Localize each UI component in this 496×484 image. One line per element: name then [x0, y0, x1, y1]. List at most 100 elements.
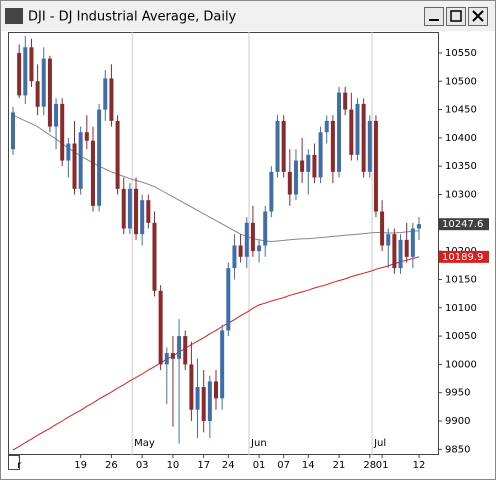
y-tick-label: 10450 [445, 105, 477, 116]
candle-body [269, 171, 274, 212]
candle-body [109, 78, 114, 121]
y-tick-label: 9950 [445, 388, 470, 399]
candle-body [66, 143, 71, 161]
x-tick-label: 03 [136, 460, 149, 471]
y-tick-label: 10150 [445, 274, 477, 285]
x-tick-label: 07 [277, 460, 290, 471]
candle-body [41, 58, 46, 107]
app-icon [5, 8, 23, 24]
candle-body [134, 188, 139, 235]
y-tick-label: 10100 [445, 303, 477, 314]
window-title: DJI - DJ Industrial Average, Daily [28, 10, 237, 25]
x-tick-label: r [17, 460, 22, 471]
y-tick-label: 10000 [445, 359, 477, 370]
x-tick-label: 24 [222, 460, 235, 471]
candle-body [355, 103, 360, 155]
last-price-label: 10247.6 [442, 219, 483, 230]
candle-body [367, 120, 372, 172]
candle-body [60, 103, 65, 161]
candle-body [72, 143, 77, 189]
last-price-box [439, 218, 489, 231]
candle-body [250, 222, 255, 252]
candle-body [380, 211, 385, 246]
moving-average-line [12, 256, 420, 451]
x-tick-label: 01 [253, 460, 266, 471]
candle-body [312, 154, 317, 178]
candle-body [78, 132, 83, 189]
candle-body [343, 92, 348, 110]
candle-body [84, 132, 89, 141]
candle-body [17, 52, 22, 96]
title-bar [1, 1, 495, 31]
minimize-button[interactable] [424, 7, 444, 26]
candle-body [293, 160, 298, 195]
candle-body [29, 47, 34, 82]
y-tick-label: 9850 [445, 444, 470, 455]
candle-body [158, 290, 163, 365]
candle-body [306, 154, 311, 172]
y-tick-label: 9900 [445, 416, 470, 427]
candle-body [349, 109, 354, 155]
candle-body [97, 109, 102, 206]
candle-body [195, 387, 200, 410]
candle-body [257, 245, 262, 252]
candle-body [201, 387, 206, 422]
y-tick-label: 10400 [445, 133, 477, 144]
candle-body [287, 171, 292, 195]
y-tick-label: 10300 [445, 190, 477, 201]
last-price-label: 10189.9 [442, 252, 483, 263]
candle-body [318, 132, 323, 178]
candle-body [189, 364, 194, 410]
candle-body [392, 234, 397, 269]
month-label: Jun [250, 438, 267, 449]
x-tick-label: 19 [74, 460, 87, 471]
candle-body [177, 336, 182, 359]
candle-body [103, 78, 108, 110]
candle-body [324, 120, 329, 133]
candle-body [232, 245, 237, 269]
close-button[interactable] [468, 7, 488, 26]
last-price-box [439, 250, 489, 263]
candle-body [300, 160, 305, 172]
candle-body [398, 239, 403, 269]
x-tick-label: 21 [333, 460, 346, 471]
candle-body [373, 120, 378, 212]
candle-body [244, 222, 249, 257]
x-tick-label: 12 [413, 460, 426, 471]
candle-body [214, 381, 218, 399]
candle-body [183, 336, 188, 365]
y-tick-label: 10550 [445, 48, 477, 59]
candle-body [23, 47, 28, 96]
candle-body [337, 92, 342, 172]
candle-body [90, 140, 95, 206]
candle-body [164, 353, 169, 365]
y-tick-label: 10050 [445, 331, 477, 342]
month-label: May [134, 438, 155, 449]
scroll-marker[interactable] [8, 455, 20, 470]
x-tick-label: 26 [105, 460, 118, 471]
candle-body [35, 81, 40, 107]
candle-body [11, 112, 15, 150]
x-tick-label: 14 [302, 460, 315, 471]
candle-body [152, 222, 157, 291]
maximize-button[interactable] [446, 7, 466, 26]
candle-body [361, 103, 366, 172]
candle-body [281, 120, 286, 172]
candle-body [47, 58, 52, 127]
candle-body [115, 120, 120, 189]
candle-body [386, 234, 391, 246]
x-tick-label: 01 [376, 460, 389, 471]
candle-body [275, 120, 280, 172]
x-tick-label: 10 [167, 460, 180, 471]
candle-body [417, 224, 421, 229]
candle-body [127, 188, 132, 229]
candle-body [410, 228, 415, 257]
candle-body [226, 268, 231, 331]
candle-body [330, 120, 335, 172]
candle-body [140, 200, 145, 235]
y-tick-label: 10500 [445, 76, 477, 87]
candle-body [170, 353, 175, 359]
candle-body [404, 239, 409, 257]
candle-body [54, 103, 59, 127]
